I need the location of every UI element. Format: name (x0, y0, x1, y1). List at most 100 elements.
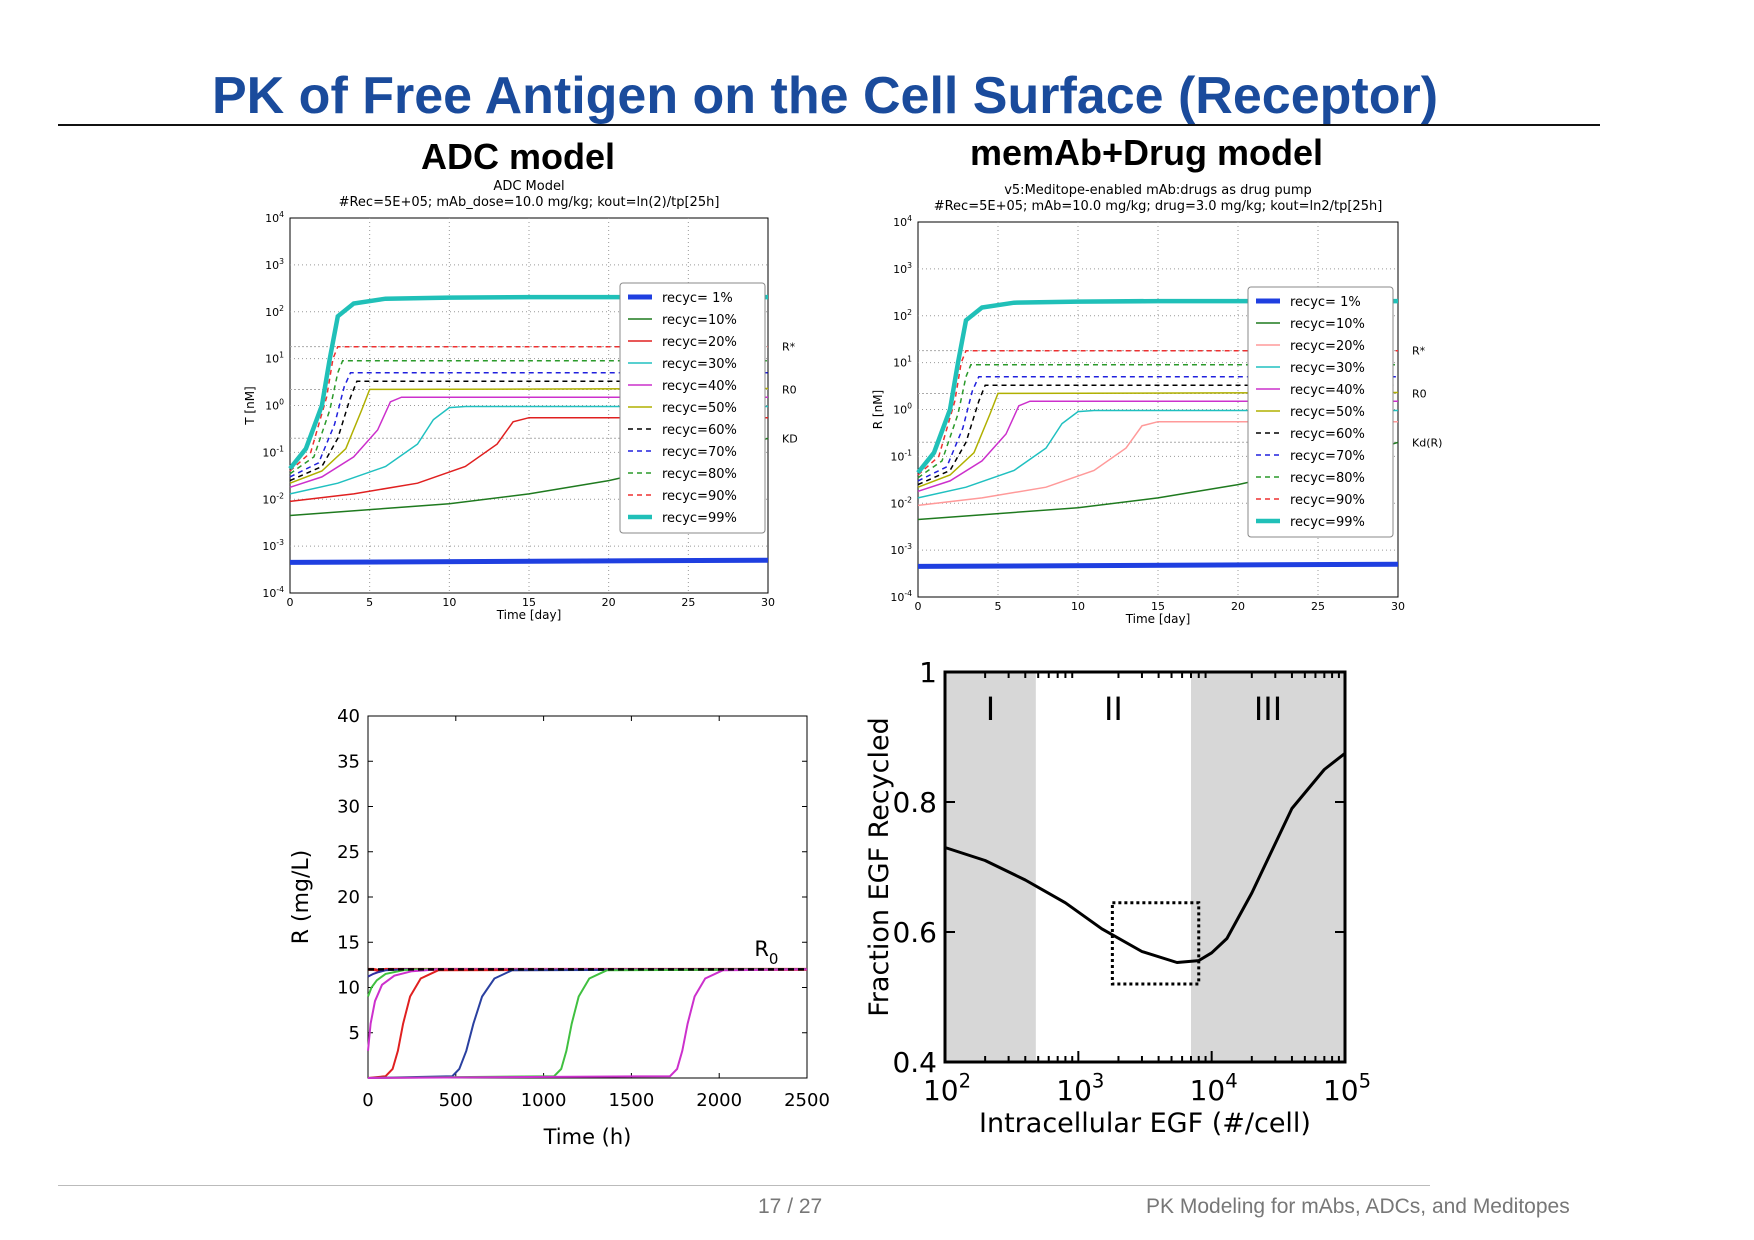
y-tick-label: 35 (337, 751, 360, 772)
legend-label: recyc=50% (1290, 405, 1365, 420)
ref-line-label: Kd(R) (1412, 436, 1442, 449)
legend-label: recyc=99% (662, 511, 737, 526)
y-tick-label: 10-1 (262, 444, 284, 459)
y-tick-label: 102 (265, 304, 284, 319)
series-line (917, 400, 1398, 493)
x-tick-label: 102 (923, 1069, 971, 1107)
y-tick-label: 100 (893, 402, 912, 417)
legend-label: recyc=70% (662, 445, 737, 460)
x-tick-label: 15 (522, 596, 536, 609)
x-tick-label: 25 (681, 596, 695, 609)
chart-title: ADC Model (493, 179, 564, 194)
series-line (917, 561, 1399, 569)
subtitle-memab: memAb+Drug model (970, 132, 1324, 173)
legend-box (619, 282, 766, 534)
y-tick-label: 0.8 (892, 786, 937, 819)
series-line (289, 371, 768, 478)
x-tick-label: 1000 (521, 1090, 567, 1111)
series-line (367, 968, 808, 1079)
series-line (289, 396, 768, 489)
x-tick-label: 5 (995, 600, 1002, 613)
legend-label: recyc=50% (662, 401, 737, 416)
region-label: II (1104, 690, 1123, 728)
y-tick-label: 15 (337, 932, 360, 953)
y-tick-label: 102 (893, 308, 912, 323)
legend-label: recyc=10% (1290, 317, 1365, 332)
series-line (367, 968, 808, 1079)
x-axis-label: Time [day] (1125, 612, 1191, 626)
series-line (289, 416, 768, 503)
series-line (916, 298, 1398, 475)
y-tick-label: 104 (893, 214, 912, 229)
y-axis-label: R [nM] (871, 390, 885, 429)
y-tick-label: 100 (265, 398, 284, 413)
region-label: I (986, 690, 995, 728)
x-axis-label: Intracellular EGF (#/cell) (979, 1108, 1311, 1139)
series-line (289, 557, 769, 565)
y-tick-label: 25 (337, 842, 360, 863)
y-tick-label: 101 (265, 351, 284, 366)
legend-label: recyc=20% (1290, 339, 1365, 354)
series-line (917, 375, 1398, 482)
y-tick-label: 10-1 (890, 448, 912, 463)
y-tick-label: 1 (919, 656, 937, 689)
plot-frame (943, 670, 1347, 1064)
x-tick-label: 25 (1311, 600, 1325, 613)
legend-label: recyc=80% (1290, 471, 1365, 486)
series-line (289, 380, 768, 482)
y-tick-label: 5 (349, 1023, 360, 1044)
x-tick-label: 30 (761, 596, 775, 609)
legend-label: recyc=10% (662, 313, 737, 328)
x-tick-label: 2500 (784, 1090, 830, 1111)
series-line (289, 360, 768, 475)
series-line (944, 752, 1346, 964)
legend-label: recyc=90% (662, 489, 737, 504)
ref-line-label: KD (782, 432, 798, 445)
y-axis-label: Fraction EGF Recycled (864, 717, 895, 1017)
x-tick-label: 500 (439, 1090, 473, 1111)
title-rule (58, 124, 1600, 126)
series-line (917, 391, 1399, 488)
x-tick-label: 10 (442, 596, 456, 609)
legend-label: recyc=30% (662, 357, 737, 372)
x-tick-label: 0 (287, 596, 294, 609)
series-line (367, 968, 808, 1079)
legend-label: recyc=40% (662, 379, 737, 394)
subtitle-adc: ADC model (421, 136, 616, 177)
x-tick-label: 15 (1151, 600, 1165, 613)
footer-title: PK Modeling for mAbs, ADCs, and Meditope… (1146, 1195, 1570, 1218)
y-axis-label: T [nM] (243, 386, 257, 425)
region-label: III (1254, 690, 1282, 728)
y-tick-label: 40 (337, 706, 360, 727)
y-axis-label: R (mg/L) (289, 850, 314, 945)
y-tick-label: 101 (893, 355, 912, 370)
legend-label: recyc=70% (1290, 449, 1365, 464)
series-line (917, 409, 1398, 499)
y-tick-label: 103 (265, 257, 284, 272)
footer-rule (58, 1185, 1430, 1186)
y-tick-label: 0.6 (892, 916, 937, 949)
ref-line-label: R0 (782, 383, 797, 396)
chart-title: v5:Meditope-enabled mAb:drugs as drug pu… (1004, 183, 1312, 198)
ref-line-label: R0 (1412, 387, 1427, 400)
region-shade (945, 672, 1036, 1062)
y-tick-label: 20 (337, 887, 360, 908)
highlight-box (1110, 901, 1201, 986)
y-tick-label: 104 (265, 210, 284, 225)
y-tick-label: 10-4 (262, 585, 284, 600)
chart-subtitle: #Rec=5E+05; mAb_dose=10.0 mg/kg; kout=ln… (339, 195, 720, 210)
y-tick-label: 10 (337, 978, 360, 999)
ref-line-label: R* (782, 341, 796, 354)
page-number: 17 / 27 (758, 1195, 823, 1218)
legend-label: recyc= 1% (1290, 295, 1361, 310)
y-tick-label: 10-2 (890, 495, 912, 510)
legend-label: recyc= 1% (662, 291, 733, 306)
x-axis-label: Time [day] (496, 608, 562, 622)
legend-label: recyc=80% (662, 467, 737, 482)
y-tick-label: 30 (337, 797, 360, 818)
x-tick-label: 104 (1190, 1069, 1238, 1107)
legend-label: recyc=30% (1290, 361, 1365, 376)
